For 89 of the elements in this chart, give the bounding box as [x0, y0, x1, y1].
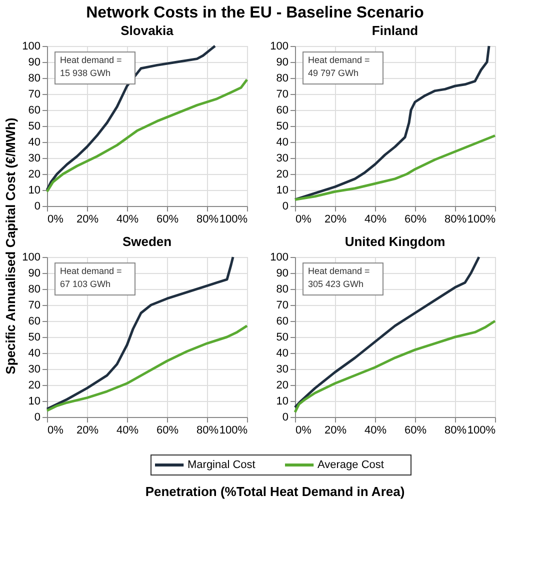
y-tick-label: 90 [28, 268, 40, 280]
y-tick-label: 70 [276, 300, 288, 312]
y-tick-label: 40 [28, 348, 40, 360]
x-tick-label: 20% [76, 214, 99, 226]
chart-title: Slovakia [120, 23, 174, 38]
y-tick-label: 50 [28, 332, 40, 344]
y-tick-label: 60 [276, 104, 288, 116]
line-series [46, 324, 248, 412]
y-tick-label: 90 [276, 56, 288, 68]
y-tick-label: 90 [28, 56, 40, 68]
annotation: Heat demand = 305 423 GWh [308, 266, 370, 289]
y-tick-label: 90 [276, 268, 288, 280]
y-tick-label: 0 [34, 412, 40, 424]
x-tick-label: 60% [156, 424, 179, 436]
x-tick-label: 20% [324, 214, 347, 226]
x-tick-label: 80% [444, 214, 467, 226]
y-tick-label: 30 [276, 364, 288, 376]
y-tick-label: 0 [282, 412, 288, 424]
line-series [46, 78, 248, 193]
y-tick-label: 20 [28, 380, 40, 392]
x-tick-label: 100% [219, 214, 248, 226]
annotation: Heat demand = 67 103 GWh [60, 266, 122, 289]
y-tick-label: 30 [28, 364, 40, 376]
x-tick-label: 60% [156, 214, 179, 226]
y-tick-label: 70 [28, 88, 40, 100]
y-tick-label: 80 [28, 72, 40, 84]
x-tick-label: 0% [296, 214, 312, 226]
y-tick-label: 30 [28, 152, 40, 164]
chart-title: United Kingdom [344, 234, 446, 249]
y-tick-label: 100 [270, 40, 288, 52]
chart-title: Sweden [122, 234, 172, 249]
x-tick-label: 40% [364, 214, 387, 226]
line-series [46, 44, 216, 192]
x-tick-label: 0% [48, 424, 64, 436]
x-tick-label: 20% [324, 424, 347, 436]
line-series [294, 44, 490, 201]
y-tick-label: 100 [270, 252, 288, 264]
y-tick-label: 20 [28, 168, 40, 180]
y-tick-label: 100 [22, 252, 40, 264]
y-tick-label: 10 [276, 396, 288, 408]
y-tick-label: 0 [34, 200, 40, 212]
line-series [294, 320, 496, 414]
text: Specific Annualised Capital Cost (€/MWh) [3, 118, 18, 374]
text: Network Costs in the EU - Baseline Scenario [86, 4, 424, 22]
x-tick-label: 80% [444, 424, 467, 436]
x-tick-label: 0% [296, 424, 312, 436]
x-tick-label: 0% [48, 214, 64, 226]
y-tick-label: 40 [28, 136, 40, 148]
x-tick-label: 40% [116, 424, 139, 436]
y-tick-label: 50 [276, 120, 288, 132]
y-tick-label: 50 [276, 332, 288, 344]
text: Penetration (%Total Heat Demand in Area) [145, 484, 405, 499]
x-tick-label: 40% [116, 214, 139, 226]
legend-label: Marginal Cost [188, 459, 256, 471]
y-tick-label: 60 [276, 316, 288, 328]
y-tick-label: 10 [276, 184, 288, 196]
y-tick-label: 80 [276, 284, 288, 296]
y-tick-label: 70 [276, 88, 288, 100]
x-tick-label: 100% [467, 214, 496, 226]
y-tick-label: 20 [276, 380, 288, 392]
line-series [294, 134, 496, 201]
x-tick-label: 100% [219, 424, 248, 436]
y-tick-label: 70 [28, 300, 40, 312]
x-tick-label: 60% [404, 424, 427, 436]
y-tick-label: 40 [276, 348, 288, 360]
y-tick-label: 100 [22, 40, 40, 52]
y-tick-label: 40 [276, 136, 288, 148]
y-tick-label: 60 [28, 104, 40, 116]
y-tick-label: 50 [28, 120, 40, 132]
y-tick-label: 20 [276, 168, 288, 180]
annotation: Heat demand = 15 938 GWh [60, 55, 122, 78]
y-tick-label: 10 [28, 396, 40, 408]
x-tick-label: 20% [76, 424, 99, 436]
line-series [46, 256, 234, 410]
legend-label: Average Cost [318, 459, 384, 471]
y-tick-label: 10 [28, 184, 40, 196]
x-tick-label: 40% [364, 424, 387, 436]
chart-title: Finland [372, 23, 418, 38]
x-tick-label: 60% [404, 214, 427, 226]
x-tick-label: 80% [196, 214, 219, 226]
x-tick-label: 80% [196, 424, 219, 436]
line-series [294, 256, 480, 409]
annotation: Heat demand = 49 797 GWh [308, 55, 370, 78]
y-tick-label: 60 [28, 316, 40, 328]
y-tick-label: 0 [282, 200, 288, 212]
y-tick-label: 80 [28, 284, 40, 296]
y-tick-label: 30 [276, 152, 288, 164]
x-tick-label: 100% [467, 424, 496, 436]
y-tick-label: 80 [276, 72, 288, 84]
